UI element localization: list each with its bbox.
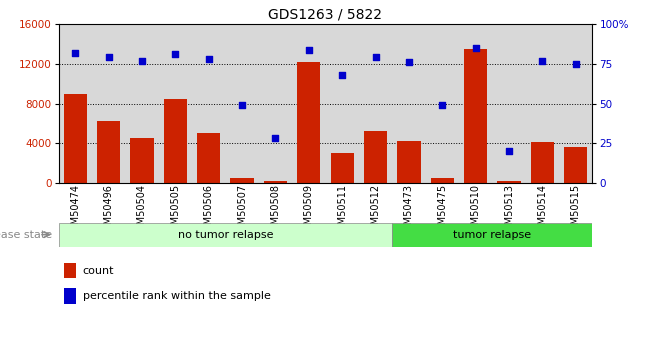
Bar — [531, 142, 554, 183]
Bar — [464, 49, 488, 183]
Point — [437, 102, 447, 108]
Bar — [397, 141, 421, 183]
Bar — [430, 178, 454, 183]
Bar — [163, 99, 187, 183]
Point — [237, 102, 247, 108]
Bar — [59, 223, 392, 247]
Bar — [264, 181, 287, 183]
Point — [370, 55, 381, 60]
Bar — [64, 93, 87, 183]
Text: no tumor relapse: no tumor relapse — [178, 230, 273, 239]
Text: tumor relapse: tumor relapse — [453, 230, 531, 239]
Bar — [331, 153, 354, 183]
Bar — [230, 178, 254, 183]
Point — [170, 51, 180, 57]
Bar — [392, 223, 592, 247]
Point — [404, 59, 414, 65]
Text: disease state: disease state — [0, 230, 55, 239]
Point — [570, 61, 581, 67]
Point — [204, 56, 214, 62]
Bar — [97, 121, 120, 183]
Point — [504, 148, 514, 154]
Bar — [64, 288, 76, 304]
Bar — [364, 131, 387, 183]
Bar — [564, 147, 587, 183]
Title: GDS1263 / 5822: GDS1263 / 5822 — [268, 8, 383, 22]
Bar — [64, 263, 76, 278]
Point — [303, 47, 314, 52]
Point — [337, 72, 348, 78]
Bar — [197, 133, 221, 183]
Point — [104, 55, 114, 60]
Point — [537, 58, 547, 63]
Text: percentile rank within the sample: percentile rank within the sample — [83, 291, 270, 301]
Point — [70, 50, 81, 56]
Bar — [130, 138, 154, 183]
Point — [471, 45, 481, 51]
Point — [270, 136, 281, 141]
Point — [137, 58, 147, 63]
Bar — [497, 181, 521, 183]
Text: count: count — [83, 266, 114, 276]
Bar — [297, 62, 320, 183]
